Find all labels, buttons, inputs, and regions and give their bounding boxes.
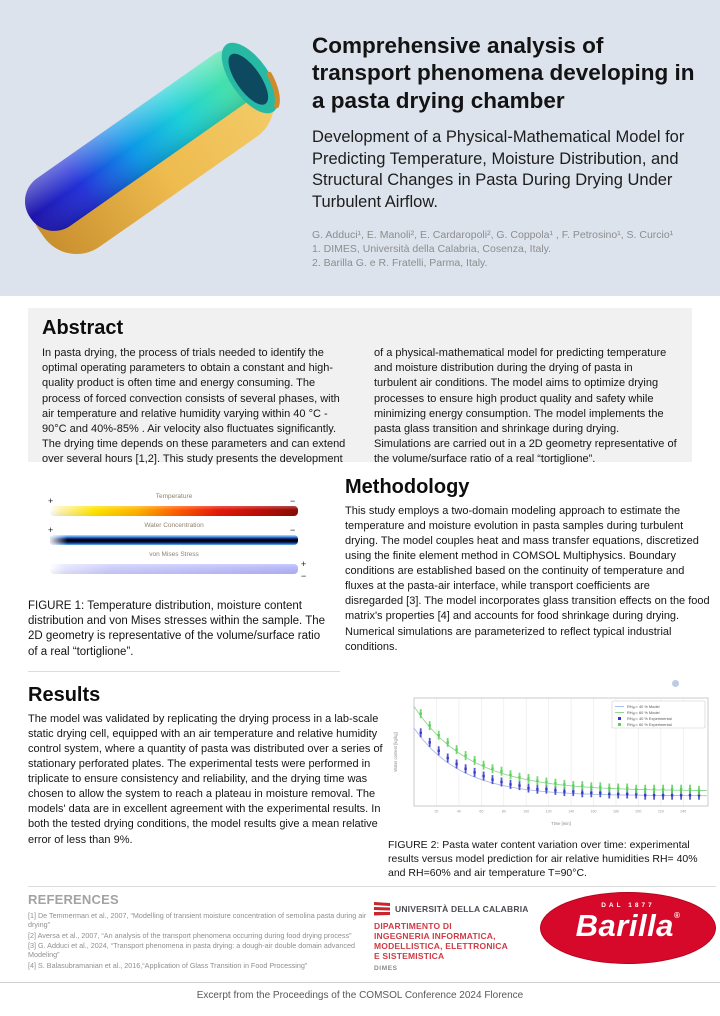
colorbar-label-water-concentration: Water Concentration bbox=[144, 522, 204, 529]
methodology-heading: Methodology bbox=[345, 476, 470, 498]
svg-text:80: 80 bbox=[502, 810, 506, 814]
figure-1-caption: FIGURE 1: Temperature distribution, mois… bbox=[28, 600, 326, 658]
pasta-3d-render bbox=[0, 0, 300, 296]
department-line: MODELLISTICA, ELETTRONICA bbox=[374, 941, 508, 952]
svg-text:20: 20 bbox=[434, 810, 438, 814]
department-line: DIPARTIMENTO DI bbox=[374, 921, 452, 931]
page-title: Comprehensive analysis of transport phen… bbox=[312, 33, 695, 113]
department-acronym: DIMES bbox=[374, 965, 398, 973]
results-heading: Results bbox=[28, 684, 101, 706]
registered-mark: ® bbox=[673, 911, 681, 920]
department-name: DIPARTIMENTO DI INGEGNERIA INFORMATICA, … bbox=[374, 921, 540, 961]
svg-text:240: 240 bbox=[680, 810, 686, 814]
abstract-heading: Abstract bbox=[42, 317, 124, 339]
abstract-section: Abstract In pasta drying, the process of… bbox=[28, 308, 692, 465]
footer-text: Excerpt from the Proceedings of the COMS… bbox=[196, 990, 524, 1001]
abstract-column-2: of a physical-mathematical model for pre… bbox=[374, 347, 677, 466]
pasta-simulation-image bbox=[25, 42, 280, 255]
colorbar-label-temperature: Temperature bbox=[155, 493, 193, 500]
chart-marker-icon bbox=[672, 680, 679, 687]
reference-item: [2] Aversa et al., 2007, “An analysis of… bbox=[28, 930, 352, 940]
reference-item: [3] G. Adduci et al., 2024, “Transport p… bbox=[28, 941, 355, 960]
svg-text:220: 220 bbox=[658, 810, 664, 814]
department-line: INGEGNERIA INFORMATICA, bbox=[374, 931, 496, 942]
abstract-column-1: In pasta drying, the process of trials n… bbox=[42, 347, 346, 466]
affiliation-1: 1. DIMES, Università della Calabria, Cos… bbox=[312, 243, 552, 256]
unical-flag-icon bbox=[374, 902, 390, 916]
water-concentration-colorbar bbox=[50, 535, 298, 545]
svg-text:RHₐᵢᵣ= 60 % Model: RHₐᵢᵣ= 60 % Model bbox=[627, 710, 660, 715]
reference-item: [1] De Temmerman et al., 2007, “Modellin… bbox=[28, 911, 367, 930]
colorbar-label-von-mises-stress: von Mises Stress bbox=[149, 551, 199, 558]
svg-text:Time [min]: Time [min] bbox=[551, 821, 570, 826]
plus-sign: + bbox=[301, 559, 307, 569]
section-divider bbox=[28, 886, 716, 887]
header-banner: Comprehensive analysis of transport phen… bbox=[0, 0, 720, 296]
colorbar-row-water-concentration: Water Concentration + − bbox=[28, 519, 340, 548]
methodology-section: Methodology This study employs a two-dom… bbox=[345, 476, 711, 655]
figure-1: Temperature + − Water Concentration + − … bbox=[28, 490, 340, 660]
abstract-columns: In pasta drying, the process of trials n… bbox=[42, 346, 678, 467]
svg-text:160: 160 bbox=[591, 810, 597, 814]
von-mises-stress-colorbar bbox=[50, 564, 298, 574]
svg-text:60: 60 bbox=[479, 810, 483, 814]
figure-2: 20 40 60 80 100 120 140 160 180 200 220 240 RHₐᵢᵣ= 4… bbox=[388, 688, 716, 881]
colorbar-row-von-mises-stress: von Mises Stress + − bbox=[28, 548, 340, 581]
results-section: Results The model was validated by repli… bbox=[28, 684, 384, 848]
references-section: REFERENCES [1] De Temmerman et al., 2007… bbox=[28, 892, 370, 971]
university-name: UNIVERSITÀ DELLA CALABRIA bbox=[395, 904, 529, 914]
temperature-colorbar bbox=[50, 506, 298, 516]
svg-text:RHₐᵢᵣ= 40 % Model: RHₐᵢᵣ= 40 % Model bbox=[627, 704, 660, 709]
minus-sign: − bbox=[301, 571, 307, 581]
svg-text:RHₐᵢᵣ= 40 % Experimental: RHₐᵢᵣ= 40 % Experimental bbox=[627, 716, 672, 721]
department-line: E SISTEMISTICA bbox=[374, 951, 445, 962]
authors-line: G. Adduci¹, E. Manoli², E. Cardaropoli²,… bbox=[312, 229, 674, 242]
barilla-wordmark: Barilla® bbox=[540, 910, 716, 941]
svg-text:Water content [kg/kg]: Water content [kg/kg] bbox=[393, 732, 398, 771]
svg-text:40: 40 bbox=[457, 810, 461, 814]
affiliation-2: 2. Barilla G. e R. Fratelli, Parma, Ital… bbox=[312, 257, 488, 270]
svg-text:140: 140 bbox=[568, 810, 574, 814]
svg-text:RHₐᵢᵣ= 60 % Experimental: RHₐᵢᵣ= 60 % Experimental bbox=[627, 722, 672, 727]
barilla-logo: DAL 1877 Barilla® bbox=[540, 892, 716, 964]
footer: Excerpt from the Proceedings of the COMS… bbox=[0, 982, 720, 1001]
references-heading: REFERENCES bbox=[28, 892, 119, 907]
figure-2-caption: FIGURE 2: Pasta water content variation … bbox=[388, 839, 698, 880]
svg-text:180: 180 bbox=[613, 810, 619, 814]
section-divider bbox=[28, 671, 340, 672]
barilla-tagline: DAL 1877 bbox=[601, 902, 655, 909]
reference-item: [4] S. Balasubramanian et al., 2016,“App… bbox=[28, 960, 308, 970]
results-text: The model was validated by replicating t… bbox=[28, 713, 383, 846]
svg-text:100: 100 bbox=[523, 810, 529, 814]
svg-text:200: 200 bbox=[635, 810, 641, 814]
plus-sign: + bbox=[48, 496, 54, 506]
poster-subtitle: Development of a Physical-Mathematical M… bbox=[312, 128, 685, 211]
methodology-text: This study employs a two-domain modeling… bbox=[345, 505, 710, 653]
minus-sign: − bbox=[290, 525, 296, 535]
figure2-chart: 20 40 60 80 100 120 140 160 180 200 220 240 RHₐᵢᵣ= 4… bbox=[388, 688, 716, 828]
unical-name-row: UNIVERSITÀ DELLA CALABRIA bbox=[374, 902, 540, 916]
plus-sign: + bbox=[48, 525, 54, 535]
title-block: Comprehensive analysis of transport phen… bbox=[312, 32, 700, 269]
minus-sign: − bbox=[290, 496, 296, 506]
barilla-name: Barilla bbox=[575, 908, 674, 943]
unical-logo: UNIVERSITÀ DELLA CALABRIA DIPARTIMENTO D… bbox=[374, 902, 540, 972]
colorbar-row-temperature: Temperature + − bbox=[28, 490, 340, 519]
svg-text:120: 120 bbox=[546, 810, 552, 814]
